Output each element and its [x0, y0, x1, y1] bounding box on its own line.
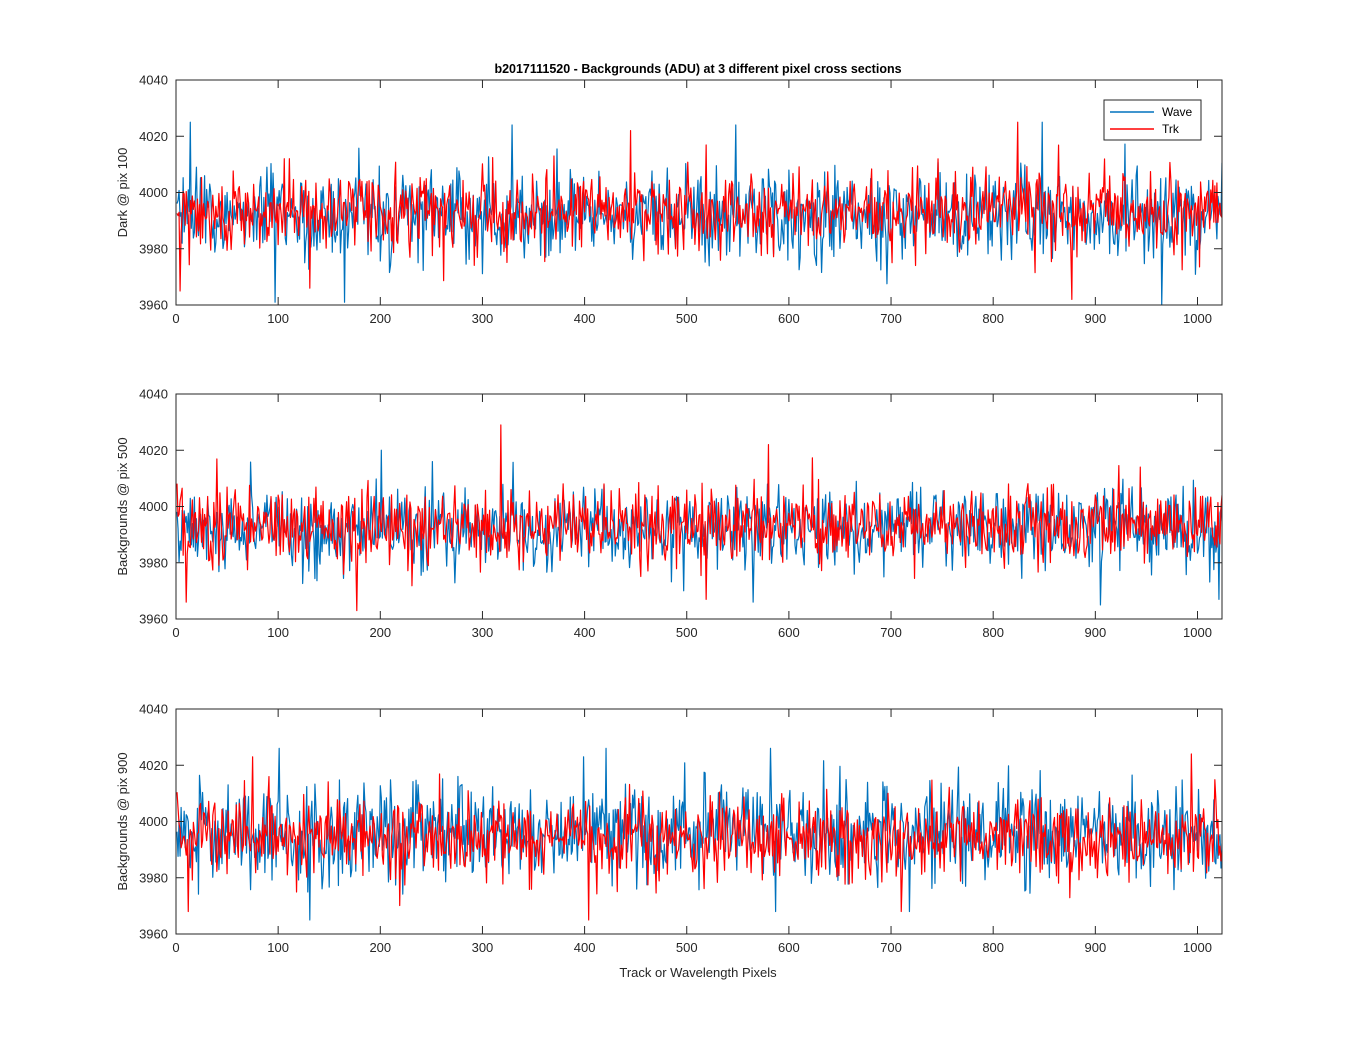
y-tick-label: 4020	[139, 443, 168, 458]
x-tick-label: 1000	[1183, 940, 1212, 955]
subplot-3: 0 100 200 300 400 500 600 700 800 900 1000 3960 3980…	[115, 702, 1223, 955]
y-tick-label: 4040	[139, 387, 168, 402]
x-tick-label: 400	[574, 311, 596, 326]
x-tick-label: 1000	[1183, 625, 1212, 640]
x-tick-label: 400	[574, 625, 596, 640]
series-line-wave-3	[176, 747, 1222, 921]
x-tick-label: 100	[267, 625, 289, 640]
x-tick-label: 200	[369, 311, 391, 326]
series-line-trk-2	[176, 424, 1222, 612]
y-tick-label: 4020	[139, 758, 168, 773]
x-tick-label: 600	[778, 625, 800, 640]
y-tick-label: 4040	[139, 702, 168, 717]
x-tick-label: 500	[676, 940, 698, 955]
x-tick-label: 0	[172, 940, 179, 955]
y-axis-label: Dark @ pix 100	[115, 148, 130, 238]
y-tick-label: 3960	[139, 927, 168, 942]
x-tick-label: 700	[880, 940, 902, 955]
x-tick-label: 500	[676, 311, 698, 326]
x-tick-label: 300	[472, 625, 494, 640]
y-axis-label: Backgrounds @ pix 500	[115, 437, 130, 575]
series-line-trk-1	[176, 121, 1222, 300]
x-tick-label: 300	[472, 940, 494, 955]
x-tick-label: 600	[778, 311, 800, 326]
y-tick-label: 4000	[139, 814, 168, 829]
x-tick-label: 900	[1084, 940, 1106, 955]
x-tick-label: 0	[172, 625, 179, 640]
x-axis-label: Track or Wavelength Pixels	[619, 965, 777, 980]
y-tick-label: 4000	[139, 185, 168, 200]
x-tick-label: 500	[676, 625, 698, 640]
x-tick-label: 700	[880, 311, 902, 326]
x-tick-label: 800	[982, 940, 1004, 955]
series-line-trk-3	[176, 753, 1222, 921]
y-tick-label: 4000	[139, 499, 168, 514]
legend: Wave Trk	[1103, 99, 1202, 141]
legend-label-trk: Trk	[1162, 122, 1180, 136]
x-tick-label: 1000	[1183, 311, 1212, 326]
x-tick-label: 300	[472, 311, 494, 326]
y-tick-label: 3980	[139, 241, 168, 256]
y-tick-label: 3960	[139, 298, 168, 313]
x-tick-label: 600	[778, 940, 800, 955]
x-tick-label: 100	[267, 311, 289, 326]
x-tick-label: 200	[369, 625, 391, 640]
subplot-1: 0 100 200 300 400 500 600 700 800 900 1000 3960 3980…	[115, 73, 1223, 326]
x-tick-label: 900	[1084, 625, 1106, 640]
x-tick-label: 100	[267, 940, 289, 955]
legend-label-wave: Wave	[1162, 105, 1193, 119]
y-tick-label: 3960	[139, 612, 168, 627]
x-tick-label: 800	[982, 311, 1004, 326]
axes-box	[175, 393, 1223, 620]
subplot-2: 0 100 200 300 400 500 600 700 800 900 1000 3960 3980…	[115, 387, 1223, 640]
subplots: 0 100 200 300 400 500 600 700 800 900 100039603980…	[115, 73, 1223, 955]
x-tick-label: 400	[574, 940, 596, 955]
x-tick-label: 800	[982, 625, 1004, 640]
x-tick-label: 700	[880, 625, 902, 640]
y-axis-label: Backgrounds @ pix 900	[115, 752, 130, 890]
figure-title: b2017111520 - Backgrounds (ADU) at 3 dif…	[494, 62, 901, 76]
x-tick-label: 900	[1084, 311, 1106, 326]
legend-box	[1103, 99, 1202, 141]
x-tick-label: 200	[369, 940, 391, 955]
y-tick-label: 4020	[139, 129, 168, 144]
y-tick-label: 3980	[139, 870, 168, 885]
y-tick-label: 3980	[139, 555, 168, 570]
x-tick-label: 0	[172, 311, 179, 326]
y-tick-label: 4040	[139, 73, 168, 88]
